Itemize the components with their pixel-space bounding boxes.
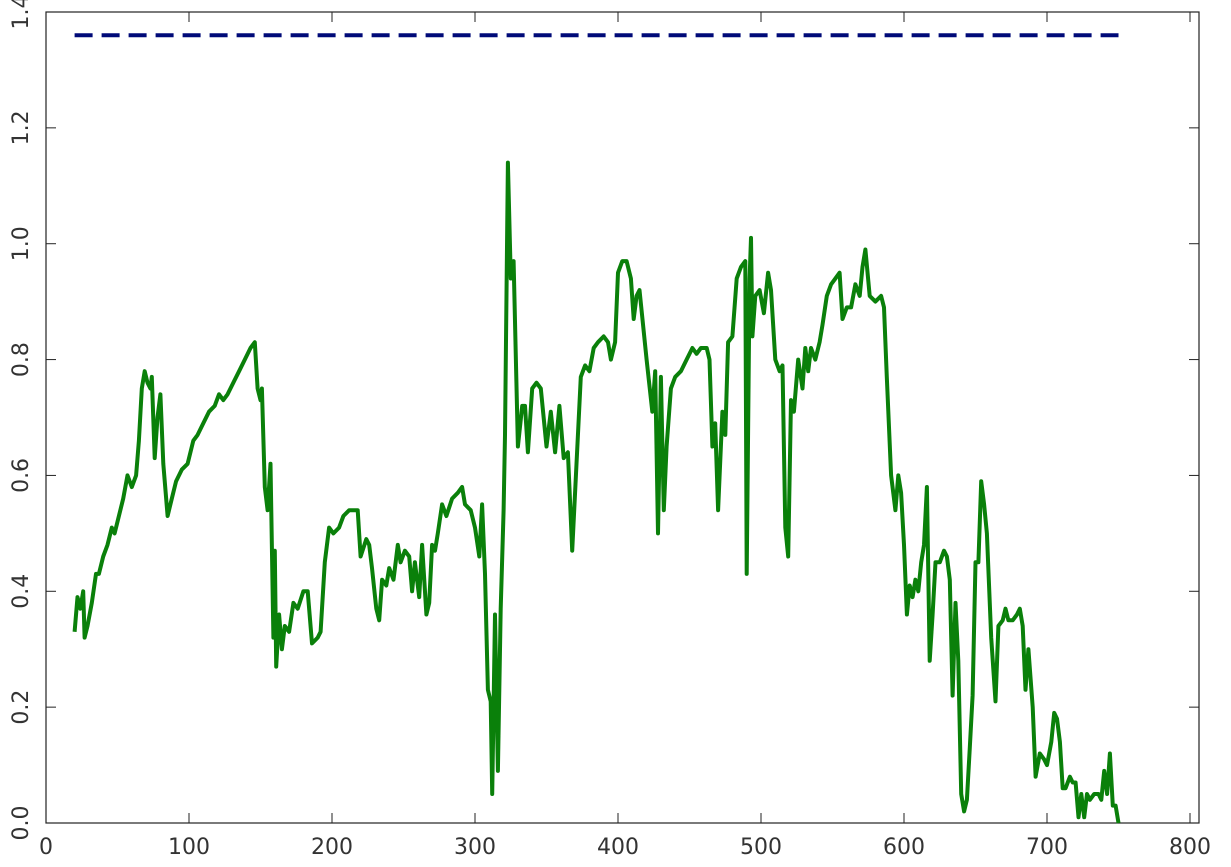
series-line xyxy=(72,160,1121,824)
x-tick-label: 300 xyxy=(454,835,496,860)
y-tick-label: 0.4 xyxy=(9,574,34,609)
x-tick-label: 400 xyxy=(597,835,639,860)
y-tick-label: 1.4 xyxy=(9,0,34,30)
x-tick-label: 700 xyxy=(1026,835,1068,860)
y-tick-label: 0.2 xyxy=(9,690,34,725)
x-tick-label: 600 xyxy=(883,835,925,860)
x-tick-label: 100 xyxy=(168,835,210,860)
y-tick-label: 0.8 xyxy=(9,342,34,377)
y-tick-label: 0.6 xyxy=(9,458,34,493)
x-tick-label: 800 xyxy=(1169,835,1211,860)
y-tick-label: 1.2 xyxy=(9,110,34,145)
x-tick-label: 500 xyxy=(740,835,782,860)
x-tick-label: 0 xyxy=(39,835,53,860)
x-tick-label: 200 xyxy=(311,835,353,860)
y-tick-label: 1.0 xyxy=(9,226,34,261)
y-tick-label: 0.0 xyxy=(9,806,34,841)
plot-frame xyxy=(45,11,1200,824)
